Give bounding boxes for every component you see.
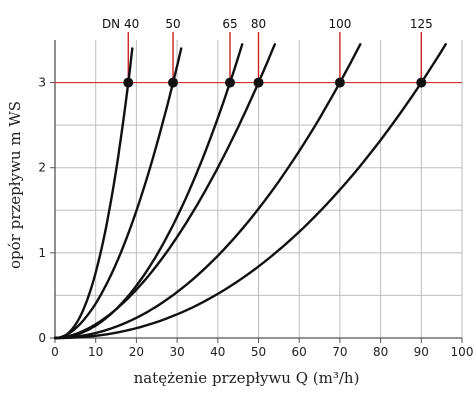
y-tick-label: 2 bbox=[38, 161, 46, 175]
y-tick-label: 0 bbox=[38, 331, 46, 345]
curve-series-DN-40 bbox=[53, 47, 134, 340]
operating-point-marker bbox=[334, 77, 345, 88]
curve-series-125 bbox=[53, 43, 447, 340]
plot-background: 0 10 20 30 40 50 60 70 80 90 100 0 1 2 3 DN 40 50 65 80 100… bbox=[38, 17, 473, 359]
dn-label: 50 bbox=[165, 17, 180, 31]
x-tick-label: 50 bbox=[251, 345, 266, 359]
operating-point-marker bbox=[416, 77, 427, 88]
dn-label: 100 bbox=[328, 17, 351, 31]
y-tick-label: 1 bbox=[38, 246, 46, 260]
dn-label: DN 40 bbox=[102, 17, 139, 31]
operating-point-marker bbox=[123, 77, 134, 88]
y-tick-label: 3 bbox=[38, 76, 46, 90]
operating-point-marker bbox=[225, 77, 236, 88]
x-tick-label: 0 bbox=[51, 345, 59, 359]
x-tick-label: 100 bbox=[451, 345, 474, 359]
x-tick-label: 30 bbox=[169, 345, 184, 359]
x-tick-label: 10 bbox=[88, 345, 103, 359]
dn-label: 80 bbox=[251, 17, 266, 31]
x-tick-label: 20 bbox=[129, 345, 144, 359]
curve-series-100 bbox=[53, 43, 362, 340]
x-tick-label: 40 bbox=[210, 345, 225, 359]
y-axis-label: opór przepływu m WS bbox=[6, 101, 24, 269]
curve-series-80 bbox=[53, 43, 276, 340]
operating-point-marker bbox=[168, 77, 179, 88]
curve-series-50 bbox=[53, 47, 183, 340]
x-tick-label: 60 bbox=[292, 345, 307, 359]
dn-label: 65 bbox=[222, 17, 237, 31]
x-tick-label: 80 bbox=[373, 345, 388, 359]
x-axis-label: natężenie przepływu Q (m³/h) bbox=[134, 369, 360, 387]
operating-point-marker bbox=[253, 77, 264, 88]
curve-series-65 bbox=[53, 43, 244, 340]
dn-label: 125 bbox=[410, 17, 433, 31]
x-tick-label: 70 bbox=[332, 345, 347, 359]
x-tick-label: 90 bbox=[414, 345, 429, 359]
